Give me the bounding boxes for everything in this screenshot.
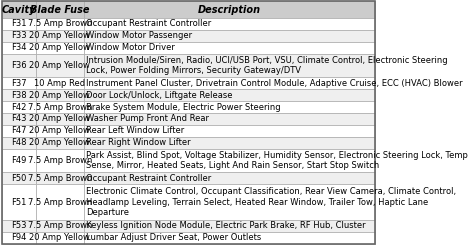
Bar bbox=[2, 172, 36, 184]
Text: 10 Amp Red: 10 Amp Red bbox=[34, 79, 85, 88]
Bar bbox=[84, 232, 375, 244]
Text: F38: F38 bbox=[11, 91, 27, 100]
Text: F37: F37 bbox=[11, 79, 27, 88]
Bar bbox=[36, 54, 84, 77]
Bar bbox=[36, 113, 84, 125]
Text: Electronic Climate Control, Occupant Classification, Rear View Camera, Climate C: Electronic Climate Control, Occupant Cla… bbox=[86, 187, 456, 217]
Bar bbox=[36, 232, 84, 244]
Text: Rear Left Window Lifter: Rear Left Window Lifter bbox=[86, 126, 185, 135]
Bar bbox=[84, 30, 375, 42]
Text: Intrusion Module/Siren, Radio, UCI/USB Port, VSU, Climate Control, Electronic St: Intrusion Module/Siren, Radio, UCI/USB P… bbox=[86, 56, 448, 75]
Text: Park Assist, Blind Spot, Voltage Stabilizer, Humidity Sensor, Electronic Steerin: Park Assist, Blind Spot, Voltage Stabili… bbox=[86, 151, 468, 170]
Bar bbox=[36, 30, 84, 42]
Text: F33: F33 bbox=[11, 31, 27, 40]
Bar bbox=[2, 42, 36, 54]
Text: Keyless Ignition Node Module, Electric Park Brake, RF Hub, Cluster: Keyless Ignition Node Module, Electric P… bbox=[86, 221, 366, 230]
Text: 7.5 Amp Brown: 7.5 Amp Brown bbox=[27, 174, 92, 183]
Text: 7.5 Amp Brown: 7.5 Amp Brown bbox=[27, 221, 92, 230]
Text: F36: F36 bbox=[11, 61, 27, 70]
Bar bbox=[36, 149, 84, 172]
Text: F42: F42 bbox=[11, 103, 27, 111]
Bar bbox=[36, 220, 84, 232]
Text: F50: F50 bbox=[11, 174, 27, 183]
Bar bbox=[36, 172, 84, 184]
Text: F53: F53 bbox=[11, 221, 27, 230]
Bar bbox=[2, 77, 36, 89]
Text: Brake System Module, Electric Power Steering: Brake System Module, Electric Power Stee… bbox=[86, 103, 281, 111]
Text: 20 Amp Yellow: 20 Amp Yellow bbox=[29, 31, 91, 40]
Text: F31: F31 bbox=[11, 19, 27, 28]
Bar bbox=[2, 149, 36, 172]
Text: Washer Pump Front And Rear: Washer Pump Front And Rear bbox=[86, 114, 210, 123]
Bar bbox=[84, 113, 375, 125]
Text: 7.5 Amp Brown: 7.5 Amp Brown bbox=[27, 19, 92, 28]
Text: 7.5 Amp Brown: 7.5 Amp Brown bbox=[27, 156, 92, 165]
Text: Instrument Panel Cluster, Drivetrain Control Module, Adaptive Cruise, ECC (HVAC): Instrument Panel Cluster, Drivetrain Con… bbox=[86, 79, 463, 88]
Text: Occupant Restraint Controller: Occupant Restraint Controller bbox=[86, 19, 212, 28]
Bar bbox=[36, 42, 84, 54]
Bar bbox=[36, 184, 84, 220]
Text: F34: F34 bbox=[11, 43, 27, 52]
Bar bbox=[2, 54, 36, 77]
Bar bbox=[84, 89, 375, 101]
Bar bbox=[84, 54, 375, 77]
Bar bbox=[84, 220, 375, 232]
Bar bbox=[36, 137, 84, 149]
Text: F49: F49 bbox=[11, 156, 27, 165]
Text: Rear Right Window Lifter: Rear Right Window Lifter bbox=[86, 138, 191, 147]
Bar bbox=[84, 184, 375, 220]
Bar bbox=[2, 220, 36, 232]
Bar bbox=[84, 101, 375, 113]
Text: Window Motor Passenger: Window Motor Passenger bbox=[86, 31, 192, 40]
Text: 20 Amp Yellow: 20 Amp Yellow bbox=[29, 114, 91, 123]
Bar bbox=[36, 18, 84, 30]
Text: 7.5 Amp Brown: 7.5 Amp Brown bbox=[27, 197, 92, 207]
Text: 20 Amp Yellow: 20 Amp Yellow bbox=[29, 43, 91, 52]
Bar bbox=[36, 89, 84, 101]
Bar bbox=[2, 18, 36, 30]
Text: Window Motor Driver: Window Motor Driver bbox=[86, 43, 175, 52]
Text: Occupant Restraint Controller: Occupant Restraint Controller bbox=[86, 174, 212, 183]
Bar bbox=[2, 137, 36, 149]
Text: F48: F48 bbox=[11, 138, 27, 147]
Text: Door Lock/Unlock, Liftgate Release: Door Lock/Unlock, Liftgate Release bbox=[86, 91, 233, 100]
Bar bbox=[2, 184, 36, 220]
Bar bbox=[84, 172, 375, 184]
Text: 20 Amp Yellow: 20 Amp Yellow bbox=[29, 61, 91, 70]
Bar bbox=[84, 137, 375, 149]
Text: Lumbar Adjust Driver Seat, Power Outlets: Lumbar Adjust Driver Seat, Power Outlets bbox=[86, 233, 262, 242]
Text: F47: F47 bbox=[11, 126, 27, 135]
Bar bbox=[36, 101, 84, 113]
Text: F51: F51 bbox=[11, 197, 27, 207]
Bar bbox=[84, 77, 375, 89]
Bar bbox=[84, 18, 375, 30]
Bar bbox=[84, 149, 375, 172]
Text: Cavity: Cavity bbox=[1, 5, 36, 15]
Text: F94: F94 bbox=[11, 233, 27, 242]
Bar bbox=[2, 1, 36, 18]
Bar bbox=[36, 77, 84, 89]
Bar bbox=[2, 30, 36, 42]
Bar bbox=[36, 1, 84, 18]
Text: 20 Amp Yellow: 20 Amp Yellow bbox=[29, 91, 91, 100]
Bar bbox=[84, 1, 375, 18]
Bar bbox=[2, 125, 36, 137]
Bar bbox=[2, 89, 36, 101]
Text: 20 Amp Yellow: 20 Amp Yellow bbox=[29, 126, 91, 135]
Bar bbox=[2, 101, 36, 113]
Bar bbox=[84, 125, 375, 137]
Text: F43: F43 bbox=[11, 114, 27, 123]
Text: Description: Description bbox=[198, 5, 261, 15]
Bar bbox=[36, 125, 84, 137]
Bar bbox=[84, 42, 375, 54]
Text: Blade Fuse: Blade Fuse bbox=[30, 5, 90, 15]
Text: 20 Amp Yellow: 20 Amp Yellow bbox=[29, 233, 91, 242]
Bar bbox=[2, 113, 36, 125]
Bar bbox=[2, 232, 36, 244]
Text: 7.5 Amp Brown: 7.5 Amp Brown bbox=[27, 103, 92, 111]
Text: 20 Amp Yellow: 20 Amp Yellow bbox=[29, 138, 91, 147]
